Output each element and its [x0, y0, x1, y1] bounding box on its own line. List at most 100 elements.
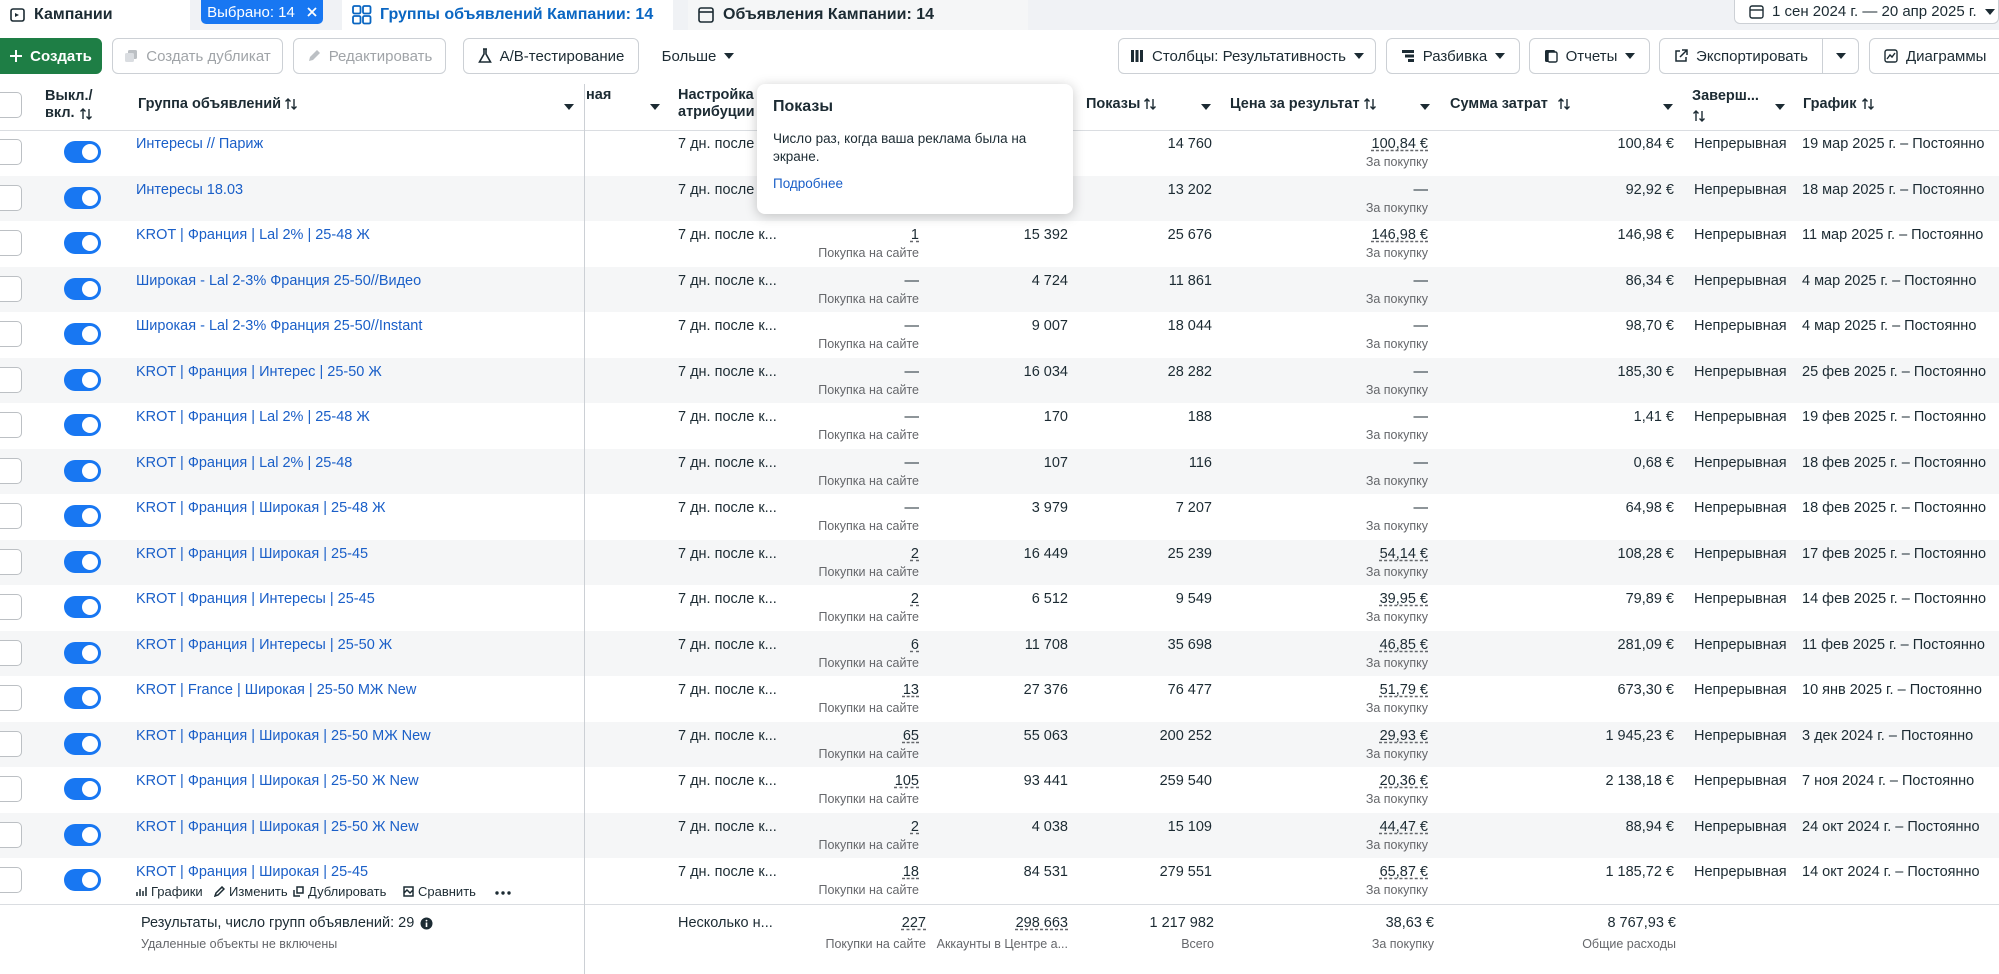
- more-actions[interactable]: [495, 890, 511, 896]
- cell-name[interactable]: KROT | Франция | Lal 2% | 25-48 Ж: [136, 409, 370, 425]
- cell-name[interactable]: KROT | Франция | Интересы | 25-45: [136, 591, 375, 607]
- edit-button[interactable]: Редактировать: [293, 38, 446, 74]
- caret[interactable]: [564, 104, 574, 110]
- row-checkbox[interactable]: [0, 503, 22, 529]
- column-header[interactable]: Сумма затрат: [1450, 96, 1548, 112]
- toggle[interactable]: [64, 823, 101, 846]
- row-checkbox[interactable]: [0, 821, 22, 848]
- sort-icon[interactable]: [1364, 98, 1376, 110]
- column-header[interactable]: Настройка атрибуции: [678, 87, 755, 120]
- export-menu-button[interactable]: [1823, 38, 1859, 74]
- header-checkbox[interactable]: [0, 92, 22, 118]
- cell-name[interactable]: KROT | France | Широкая | 25-50 МЖ New: [136, 682, 417, 698]
- duplicate-button[interactable]: Создать дубликат: [112, 38, 283, 74]
- row-action[interactable]: Изменить: [214, 884, 288, 899]
- column-header[interactable]: Показы: [1086, 96, 1141, 112]
- ab-test-button[interactable]: A/B-тестирование: [463, 38, 639, 74]
- row-checkbox[interactable]: [0, 230, 22, 256]
- row-checkbox[interactable]: [0, 548, 22, 575]
- column-header[interactable]: Заверш...: [1692, 88, 1759, 104]
- toggle[interactable]: [64, 596, 101, 618]
- date-picker[interactable]: 1 сен 2024 г. — 20 апр 2025 г.: [1734, 0, 1999, 24]
- breakdown-button[interactable]: Разбивка: [1386, 38, 1520, 74]
- cell-name[interactable]: KROT | Франция | Широкая | 25-50 МЖ New: [136, 727, 431, 744]
- cell-name[interactable]: KROT | Франция | Интерес | 25-50 Ж: [136, 363, 382, 380]
- cell-name[interactable]: KROT | Франция | Широкая | 25-45: [136, 864, 369, 880]
- row-checkbox[interactable]: [0, 321, 22, 347]
- toggle[interactable]: [64, 641, 101, 664]
- ad-sets-tab[interactable]: Группы объявлений Кампании: 14: [342, 0, 673, 30]
- row-checkbox[interactable]: [0, 275, 22, 302]
- ads-tab[interactable]: Объявления Кампании: 14: [688, 0, 1028, 30]
- toggle[interactable]: [64, 505, 101, 527]
- toggle[interactable]: [64, 732, 101, 755]
- toggle[interactable]: [64, 232, 101, 254]
- sort-icon[interactable]: [1862, 98, 1874, 110]
- sort-icon[interactable]: [80, 108, 92, 120]
- toggle[interactable]: [64, 323, 101, 345]
- campaigns-tab[interactable]: Кампании: [0, 0, 190, 30]
- cell-name[interactable]: KROT | Франция | Lal 2% | 25-48 Ж: [136, 227, 370, 243]
- columns-button[interactable]: Столбцы: Результативность: [1118, 38, 1376, 74]
- column-header[interactable]: ная: [586, 87, 612, 103]
- row-checkbox[interactable]: [0, 412, 22, 438]
- cell-reach: 27 376: [1023, 682, 1068, 698]
- sort-icon[interactable]: [1558, 98, 1570, 110]
- row-checkbox[interactable]: [0, 639, 22, 666]
- toggle[interactable]: [64, 141, 101, 163]
- row-checkbox[interactable]: [0, 184, 22, 211]
- cell-name[interactable]: Интересы 18.03: [136, 181, 244, 198]
- row-checkbox[interactable]: [0, 366, 22, 393]
- caret[interactable]: [1201, 104, 1211, 110]
- cell-name[interactable]: Интересы // Париж: [136, 136, 264, 152]
- create-button[interactable]: Создать: [0, 38, 102, 74]
- row-checkbox[interactable]: [0, 139, 22, 165]
- sort-icon[interactable]: [1144, 98, 1156, 110]
- cell-name[interactable]: KROT | Франция | Широкая | 25-50 Ж New: [136, 818, 419, 835]
- row-checkbox[interactable]: [0, 685, 22, 711]
- row-checkbox[interactable]: [0, 730, 22, 757]
- cell-name[interactable]: Широкая - Lal 2-3% Франция 25-50//Видео: [136, 272, 422, 289]
- cell-name[interactable]: Широкая - Lal 2-3% Франция 25-50//Instan…: [136, 318, 423, 334]
- toggle[interactable]: [64, 368, 101, 391]
- row-action[interactable]: Сравнить: [403, 884, 476, 899]
- caret[interactable]: [1775, 104, 1785, 110]
- cell-name[interactable]: KROT | Франция | Широкая | 25-48 Ж: [136, 500, 386, 516]
- more-button[interactable]: Больше: [650, 38, 746, 74]
- column-header[interactable]: Группа объявлений: [138, 96, 282, 112]
- info-icon[interactable]: [420, 917, 433, 930]
- cell-name[interactable]: KROT | Франция | Широкая | 25-50 Ж New: [136, 773, 419, 789]
- toggle[interactable]: [64, 459, 101, 482]
- caret[interactable]: [650, 104, 660, 110]
- row-checkbox[interactable]: [0, 867, 22, 893]
- toggle[interactable]: [64, 687, 101, 709]
- caret[interactable]: [1420, 104, 1430, 110]
- column-header[interactable]: Цена за результат: [1230, 96, 1360, 112]
- cell-name[interactable]: KROT | Франция | Широкая | 25-45: [136, 545, 369, 562]
- column-header[interactable]: Выкл./ вкл.: [45, 88, 93, 121]
- sort-icon[interactable]: [1693, 110, 1705, 122]
- toggle[interactable]: [64, 277, 101, 300]
- column-header[interactable]: График: [1803, 96, 1857, 112]
- row-action[interactable]: Графики: [136, 884, 203, 899]
- toggle[interactable]: [64, 869, 101, 891]
- toggle[interactable]: [64, 778, 101, 800]
- footer-attribution: Несколько н...: [678, 915, 773, 931]
- clear-icon[interactable]: [307, 7, 317, 17]
- export-button[interactable]: Экспортировать: [1659, 38, 1823, 74]
- row-action[interactable]: Дублировать: [293, 884, 386, 899]
- charts-button[interactable]: Диаграммы: [1869, 38, 1999, 74]
- sort-icon[interactable]: [285, 98, 297, 110]
- cell-name[interactable]: KROT | Франция | Lal 2% | 25-48: [136, 454, 353, 471]
- cell-name[interactable]: KROT | Франция | Интересы | 25-50 Ж: [136, 636, 393, 653]
- selected-pill[interactable]: Выбрано: 14: [201, 0, 323, 24]
- toggle[interactable]: [64, 550, 101, 573]
- reports-button[interactable]: Отчеты: [1529, 38, 1650, 74]
- tooltip-link[interactable]: Подробнее: [773, 176, 844, 191]
- caret[interactable]: [1663, 104, 1673, 110]
- toggle[interactable]: [64, 414, 101, 436]
- row-checkbox[interactable]: [0, 457, 22, 484]
- row-checkbox[interactable]: [0, 594, 22, 620]
- toggle[interactable]: [64, 186, 101, 209]
- row-checkbox[interactable]: [0, 776, 22, 802]
